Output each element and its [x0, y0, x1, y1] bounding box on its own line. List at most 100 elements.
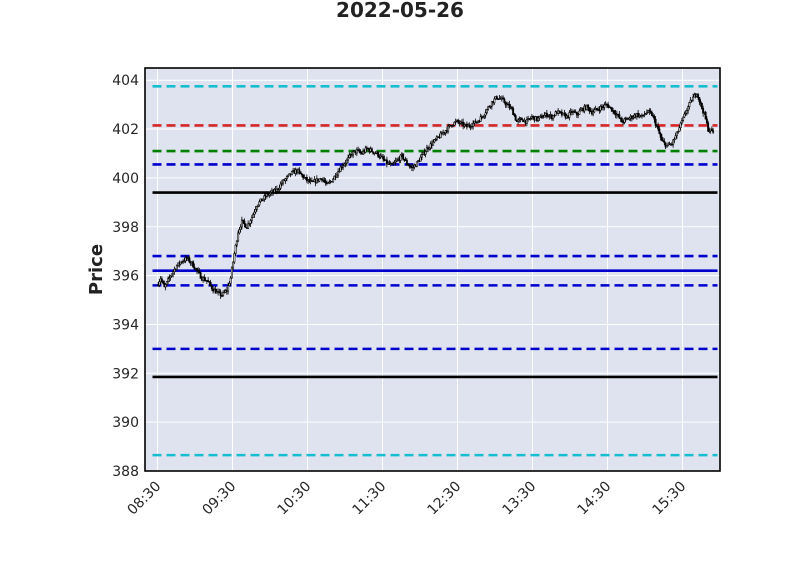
candle-body	[287, 174, 290, 177]
candle-body	[240, 219, 243, 228]
candle-body	[255, 206, 258, 210]
candle-body	[490, 101, 493, 107]
candle-body	[652, 115, 655, 117]
candle-body	[665, 145, 668, 148]
candle-body	[282, 179, 285, 184]
candle-body	[710, 128, 713, 132]
candle-body	[654, 118, 657, 126]
candle-body	[543, 115, 546, 118]
candle-body	[643, 114, 646, 116]
candle-body	[284, 178, 287, 181]
candle-body	[157, 284, 160, 287]
candle-body	[603, 104, 606, 108]
candle-body	[513, 114, 516, 116]
candle-body	[192, 261, 195, 268]
candle-body	[650, 112, 653, 116]
candle-body	[685, 110, 688, 114]
candle-body	[252, 214, 255, 218]
candle-body	[699, 101, 702, 104]
candle-body	[250, 217, 253, 221]
candle-body	[335, 174, 338, 178]
candle-body	[393, 162, 396, 164]
candle-body	[214, 289, 217, 294]
candle-body	[575, 111, 578, 116]
candle-body	[557, 110, 560, 114]
candle-body	[623, 118, 626, 123]
candle-body	[595, 108, 598, 110]
candle-body	[447, 125, 450, 132]
candle-body	[275, 188, 278, 192]
candle-body	[683, 113, 686, 118]
candle-body	[263, 195, 266, 200]
y-tick-label: 390	[112, 415, 139, 431]
candle-body	[434, 138, 437, 141]
candle-body	[262, 198, 265, 202]
candle-body	[592, 111, 595, 115]
candle-body	[188, 257, 191, 263]
y-tick-label: 402	[112, 122, 139, 138]
candle-body	[484, 112, 487, 116]
candle-body	[545, 112, 548, 117]
candle-body	[179, 261, 182, 265]
candle-body	[620, 118, 623, 123]
candle-body	[168, 277, 171, 279]
candle-body	[167, 278, 170, 282]
candle-body	[593, 109, 596, 113]
candle-body	[704, 111, 707, 120]
candle-body	[537, 117, 540, 121]
candle-body	[433, 139, 436, 143]
candle-body	[352, 151, 355, 156]
candle-body	[173, 268, 176, 272]
y-axis: 388 390 392 394 396 398 400 402 404	[112, 73, 139, 480]
candle-body	[227, 285, 230, 292]
candle-body	[258, 201, 261, 206]
candle-body	[209, 282, 212, 286]
candle-body	[382, 156, 385, 160]
candle-body	[405, 159, 408, 165]
candle-body	[402, 153, 405, 160]
candle-body	[160, 278, 163, 282]
candle-body	[553, 115, 556, 117]
candle-body	[318, 178, 321, 182]
candle-body	[702, 108, 705, 114]
candle-body	[610, 107, 613, 112]
candle-body	[347, 157, 350, 161]
candle-body	[412, 166, 415, 169]
candle-body	[324, 181, 327, 184]
candle-body	[470, 126, 473, 128]
candle-body	[327, 182, 330, 184]
candle-body	[364, 147, 367, 153]
x-tick-label: 15:30	[649, 479, 689, 519]
candle-body	[503, 98, 506, 103]
candle-body	[687, 106, 690, 111]
candle-body	[653, 116, 656, 120]
candle-body	[673, 138, 676, 141]
candle-body	[489, 105, 492, 108]
candle-body	[688, 102, 691, 107]
chart-title: 2022-05-26	[336, 0, 464, 22]
candle-body	[648, 110, 651, 112]
candle-body	[183, 260, 186, 263]
candle-body	[219, 291, 222, 296]
candle-body	[677, 131, 680, 133]
candle-body	[370, 148, 373, 153]
candle-body	[485, 108, 488, 114]
candle-body	[674, 135, 677, 140]
candle-body	[454, 121, 457, 123]
candle-body	[645, 111, 648, 114]
candle-body	[243, 220, 246, 225]
candle-body	[548, 115, 551, 117]
candle-body	[512, 108, 515, 116]
candle-body	[247, 223, 250, 229]
candle-body	[705, 118, 708, 124]
y-axis-label: Price	[86, 244, 107, 295]
candle-body	[377, 151, 380, 157]
candle-body	[444, 130, 447, 134]
candle-body	[563, 112, 566, 115]
candle-body	[299, 171, 302, 175]
y-tick-label: 404	[112, 73, 139, 89]
candle-body	[472, 123, 475, 127]
candle-body	[395, 159, 398, 162]
candle-body	[419, 156, 422, 162]
candle-body	[452, 124, 455, 127]
